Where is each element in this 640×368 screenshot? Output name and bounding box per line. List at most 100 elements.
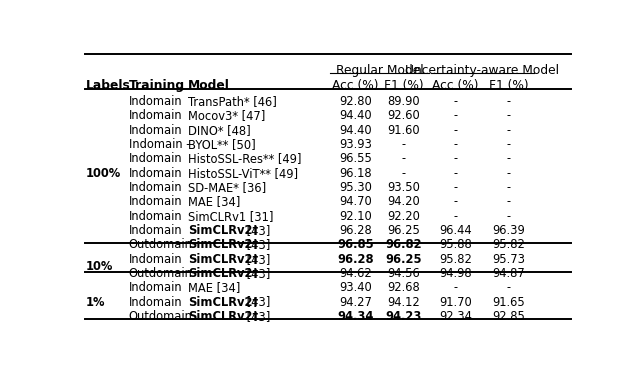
Text: Indomain: Indomain bbox=[129, 109, 182, 123]
Text: -: - bbox=[453, 95, 458, 108]
Text: Labels: Labels bbox=[86, 79, 131, 92]
Text: 96.28: 96.28 bbox=[339, 224, 372, 237]
Text: -: - bbox=[507, 152, 511, 165]
Text: F1 (%): F1 (%) bbox=[489, 79, 529, 92]
Text: Regular Model: Regular Model bbox=[336, 64, 424, 77]
Text: -: - bbox=[453, 124, 458, 137]
Text: [43]: [43] bbox=[243, 310, 270, 323]
Text: 96.55: 96.55 bbox=[339, 152, 372, 165]
Text: 94.23: 94.23 bbox=[386, 310, 422, 323]
Text: Model: Model bbox=[188, 79, 230, 92]
Text: F1 (%): F1 (%) bbox=[384, 79, 424, 92]
Text: SD-MAE* [36]: SD-MAE* [36] bbox=[188, 181, 266, 194]
Text: SimCLRv2†: SimCLRv2† bbox=[188, 238, 259, 251]
Text: -: - bbox=[507, 210, 511, 223]
Text: Acc (%): Acc (%) bbox=[432, 79, 479, 92]
Text: -: - bbox=[453, 167, 458, 180]
Text: Outdomain: Outdomain bbox=[129, 267, 193, 280]
Text: -: - bbox=[402, 152, 406, 165]
Text: -: - bbox=[453, 195, 458, 208]
Text: Indomain: Indomain bbox=[129, 281, 182, 294]
Text: SimCLRv1 [31]: SimCLRv1 [31] bbox=[188, 210, 274, 223]
Text: 94.34: 94.34 bbox=[337, 310, 374, 323]
Text: 92.85: 92.85 bbox=[493, 310, 525, 323]
Text: Indomain: Indomain bbox=[129, 152, 182, 165]
Text: Indomain: Indomain bbox=[129, 224, 182, 237]
Text: -: - bbox=[402, 138, 406, 151]
Text: TransPath* [46]: TransPath* [46] bbox=[188, 95, 277, 108]
Text: Indomain: Indomain bbox=[129, 296, 182, 308]
Text: [43]: [43] bbox=[243, 296, 270, 308]
Text: MAE [34]: MAE [34] bbox=[188, 281, 241, 294]
Text: 95.82: 95.82 bbox=[439, 252, 472, 266]
Text: 1%: 1% bbox=[86, 296, 106, 309]
Text: [43]: [43] bbox=[243, 252, 270, 266]
Text: 94.40: 94.40 bbox=[339, 109, 372, 123]
Text: 96.18: 96.18 bbox=[339, 167, 372, 180]
Text: 96.85: 96.85 bbox=[337, 238, 374, 251]
Text: Training: Training bbox=[129, 79, 185, 92]
Text: -: - bbox=[507, 195, 511, 208]
Text: [43]: [43] bbox=[243, 267, 270, 280]
Text: 96.25: 96.25 bbox=[386, 252, 422, 266]
Text: MAE [34]: MAE [34] bbox=[188, 195, 241, 208]
Text: HistoSSL-Res** [49]: HistoSSL-Res** [49] bbox=[188, 152, 301, 165]
Text: 91.60: 91.60 bbox=[388, 124, 420, 137]
Text: 94.27: 94.27 bbox=[339, 296, 372, 308]
Text: Indomain: Indomain bbox=[129, 95, 182, 108]
Text: Indomain: Indomain bbox=[129, 181, 182, 194]
Text: BYOL** [50]: BYOL** [50] bbox=[188, 138, 256, 151]
Text: 100%: 100% bbox=[86, 167, 121, 180]
Text: Outdomain: Outdomain bbox=[129, 238, 193, 251]
Text: -: - bbox=[453, 138, 458, 151]
Text: 94.62: 94.62 bbox=[339, 267, 372, 280]
Text: 93.93: 93.93 bbox=[339, 138, 372, 151]
Text: 92.60: 92.60 bbox=[387, 109, 420, 123]
Text: 89.90: 89.90 bbox=[388, 95, 420, 108]
Text: 95.82: 95.82 bbox=[493, 238, 525, 251]
Text: -: - bbox=[453, 210, 458, 223]
Text: Indomain: Indomain bbox=[129, 195, 182, 208]
Text: 94.87: 94.87 bbox=[493, 267, 525, 280]
Text: -: - bbox=[507, 109, 511, 123]
Text: [43]: [43] bbox=[243, 224, 270, 237]
Text: -: - bbox=[507, 124, 511, 137]
Text: 94.56: 94.56 bbox=[387, 267, 420, 280]
Text: 94.40: 94.40 bbox=[339, 124, 372, 137]
Text: Acc (%): Acc (%) bbox=[332, 79, 378, 92]
Text: -: - bbox=[507, 95, 511, 108]
Text: 96.44: 96.44 bbox=[439, 224, 472, 237]
Text: 95.30: 95.30 bbox=[339, 181, 372, 194]
Text: Uncertainty-aware Model: Uncertainty-aware Model bbox=[405, 64, 559, 77]
Text: 96.25: 96.25 bbox=[387, 224, 420, 237]
Text: 95.88: 95.88 bbox=[439, 238, 472, 251]
Text: Indomain: Indomain bbox=[129, 252, 182, 266]
Text: -: - bbox=[453, 152, 458, 165]
Text: 95.73: 95.73 bbox=[493, 252, 525, 266]
Text: -: - bbox=[402, 167, 406, 180]
Text: 92.10: 92.10 bbox=[339, 210, 372, 223]
Text: 93.50: 93.50 bbox=[387, 181, 420, 194]
Text: -: - bbox=[507, 167, 511, 180]
Text: 91.65: 91.65 bbox=[493, 296, 525, 308]
Text: 94.98: 94.98 bbox=[439, 267, 472, 280]
Text: -: - bbox=[453, 109, 458, 123]
Text: 93.40: 93.40 bbox=[339, 281, 372, 294]
Text: Outdomain: Outdomain bbox=[129, 310, 193, 323]
Text: 92.20: 92.20 bbox=[387, 210, 420, 223]
Text: SimCLRv2†: SimCLRv2† bbox=[188, 296, 259, 308]
Text: -: - bbox=[507, 181, 511, 194]
Text: 10%: 10% bbox=[86, 261, 113, 273]
Text: 94.12: 94.12 bbox=[387, 296, 420, 308]
Text: SimCLRv2†: SimCLRv2† bbox=[188, 224, 259, 237]
Text: Mocov3* [47]: Mocov3* [47] bbox=[188, 109, 266, 123]
Text: 92.34: 92.34 bbox=[439, 310, 472, 323]
Text: 94.20: 94.20 bbox=[387, 195, 420, 208]
Text: 91.70: 91.70 bbox=[439, 296, 472, 308]
Text: -: - bbox=[507, 281, 511, 294]
Text: 96.28: 96.28 bbox=[337, 252, 374, 266]
Text: 92.68: 92.68 bbox=[387, 281, 420, 294]
Text: SimCLRv2†: SimCLRv2† bbox=[188, 267, 259, 280]
Text: DINO* [48]: DINO* [48] bbox=[188, 124, 251, 137]
Text: SimCLRv2†: SimCLRv2† bbox=[188, 252, 259, 266]
